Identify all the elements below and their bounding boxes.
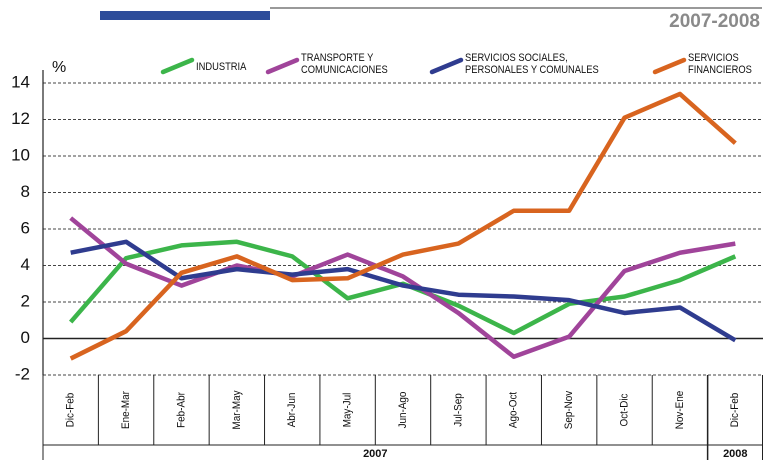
legend-swatch: [652, 57, 687, 75]
subtitle: 2007-2008: [669, 11, 760, 32]
x-tick-label: Dic-Feb: [65, 393, 77, 428]
x-tick-label: Feb-Abr: [176, 392, 188, 428]
y-tick-label: 10: [11, 145, 30, 164]
y-tick-label: 2: [21, 291, 30, 310]
x-tick-label: Sep-Nov: [564, 390, 576, 429]
legend-label: SERVICIOS SOCIALES, PERSONALES Y COMUNAL…: [465, 52, 599, 76]
x-tick-label: Nov-Ene: [674, 391, 686, 430]
x-tick-label: Ago-Oct: [508, 392, 520, 428]
x-tick-label: Abr-Jun: [287, 393, 299, 428]
series-line: [69, 216, 736, 359]
y-tick-label: 8: [21, 182, 30, 201]
x-tick-label: May-Jul: [342, 393, 354, 428]
legend-label: TRANSPORTE Y COMUNICACIONES: [301, 52, 388, 76]
y-axis-label: %: [52, 59, 66, 76]
legend-label: INDUSTRIA: [196, 61, 247, 73]
legend-label: SERVICIOS FINANCIEROS: [688, 52, 752, 76]
y-tick-label: 4: [21, 255, 30, 274]
x-tick-label: Ene-Mar: [121, 391, 133, 429]
series-line: [70, 239, 737, 343]
y-tick-label: 6: [21, 218, 30, 237]
x-tick-label: Mar-May: [231, 390, 243, 430]
year-label: 2008: [723, 448, 747, 460]
y-tick-label: 0: [21, 328, 30, 347]
legend-swatch: [265, 57, 300, 75]
title-bar: [100, 11, 270, 20]
y-tick-label: 12: [11, 109, 30, 128]
series-line: [69, 91, 737, 361]
legend-swatch: [160, 57, 195, 75]
y-tick-label: -2: [15, 364, 30, 383]
x-tick-label: Jul-Sep: [453, 393, 465, 427]
legend-swatch: [429, 57, 464, 75]
x-tick-label: Dic-Feb: [730, 393, 742, 428]
year-label: 2007: [363, 448, 387, 460]
x-tick-label: Oct-Dic: [619, 394, 631, 427]
x-tick-label: Jun-Ago: [397, 391, 409, 428]
y-tick-label: 14: [11, 72, 30, 91]
